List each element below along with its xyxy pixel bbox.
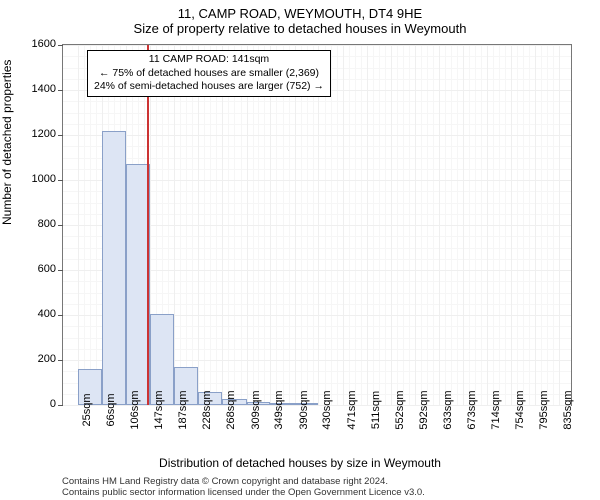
histogram-bar [102, 131, 126, 406]
chart-title-area: 11, CAMP ROAD, WEYMOUTH, DT4 9HE Size of… [0, 0, 600, 36]
marker-line [147, 45, 149, 405]
xtick: 390sqm [298, 390, 310, 429]
xtick: 795sqm [538, 390, 550, 429]
chart-title-line2: Size of property relative to detached ho… [0, 21, 600, 36]
xtick: 552sqm [394, 390, 406, 429]
x-axis-label: Distribution of detached houses by size … [0, 456, 600, 470]
xtick: 714sqm [490, 390, 502, 429]
footer-attribution: Contains HM Land Registry data © Crown c… [62, 476, 425, 499]
xtick: 106sqm [129, 390, 141, 429]
ytick: 1400 [16, 83, 56, 95]
xtick: 835sqm [562, 390, 574, 429]
chart-title-line1: 11, CAMP ROAD, WEYMOUTH, DT4 9HE [0, 6, 600, 21]
xtick: 511sqm [370, 391, 382, 429]
ytick: 1000 [16, 173, 56, 185]
xtick: 471sqm [346, 390, 358, 429]
xtick: 187sqm [177, 390, 189, 429]
xtick: 673sqm [466, 390, 478, 429]
ytick: 800 [16, 218, 56, 230]
y-axis-label: Number of detached properties [0, 60, 14, 225]
annotation-box: 11 CAMP ROAD: 141sqm← 75% of detached ho… [87, 50, 331, 97]
xtick: 430sqm [321, 390, 333, 429]
ytick: 1200 [16, 128, 56, 140]
xtick: 592sqm [418, 390, 430, 429]
xtick: 309sqm [250, 390, 262, 429]
xtick: 754sqm [514, 390, 526, 429]
annotation-line2: ← 75% of detached houses are smaller (2,… [94, 67, 324, 81]
ytick: 200 [16, 353, 56, 365]
ytick: 1600 [16, 38, 56, 50]
xtick: 25sqm [81, 393, 93, 426]
xtick: 66sqm [105, 393, 117, 426]
footer-line1: Contains HM Land Registry data © Crown c… [62, 476, 425, 487]
xtick: 228sqm [201, 390, 213, 429]
ytick: 0 [16, 398, 56, 410]
footer-line2: Contains public sector information licen… [62, 487, 425, 498]
xtick: 268sqm [225, 390, 237, 429]
plot-area: 11 CAMP ROAD: 141sqm← 75% of detached ho… [62, 44, 572, 406]
annotation-line3: 24% of semi-detached houses are larger (… [94, 80, 324, 94]
annotation-line1: 11 CAMP ROAD: 141sqm [94, 53, 324, 67]
xtick: 633sqm [442, 390, 454, 429]
xtick: 349sqm [273, 390, 285, 429]
ytick: 400 [16, 308, 56, 320]
xtick: 147sqm [153, 390, 165, 429]
ytick: 600 [16, 263, 56, 275]
